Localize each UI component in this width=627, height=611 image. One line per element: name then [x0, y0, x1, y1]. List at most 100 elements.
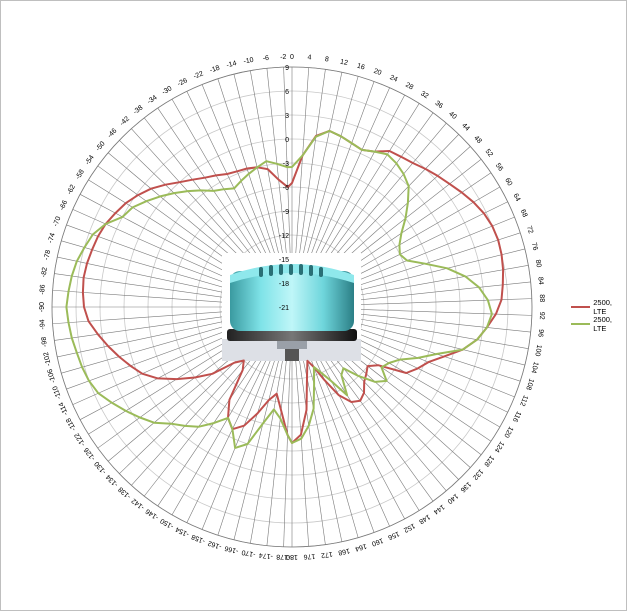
- angle-tick-label: -46: [106, 127, 118, 139]
- angle-tick-label: -158: [191, 533, 207, 545]
- angle-tick-label: 156: [387, 529, 401, 540]
- angle-tick-label: -26: [176, 77, 188, 88]
- angle-tick-label: 68: [519, 209, 528, 219]
- angle-tick-label: 16: [356, 63, 366, 72]
- angle-tick-label: 152: [402, 522, 416, 534]
- angle-tick-label: 96: [536, 329, 544, 338]
- angle-tick-label: -22: [192, 70, 204, 80]
- radial-tick-label: -3: [283, 161, 289, 168]
- angle-tick-label: -14: [226, 60, 238, 69]
- angle-tick-label: -10: [243, 57, 254, 66]
- angle-tick-label: -130: [94, 460, 108, 475]
- radial-tick-label: -18: [279, 281, 289, 288]
- legend-label: 2500, LTE: [593, 314, 613, 333]
- angle-tick-label: -162: [207, 539, 223, 550]
- angle-tick-label: 76: [530, 242, 539, 251]
- angle-tick-label: 120: [502, 425, 514, 439]
- radial-tick-label: 3: [285, 113, 289, 120]
- legend-label: 2500, LTE: [593, 297, 613, 316]
- angle-tick-label: -38: [132, 104, 144, 116]
- angle-tick-label: 0: [290, 54, 294, 61]
- angle-tick-label: -166: [224, 544, 239, 554]
- radial-tick-label: -15: [279, 257, 289, 264]
- angle-tick-label: 40: [447, 111, 458, 121]
- angle-tick-label: -74: [47, 232, 57, 244]
- series-line-green: [65, 129, 493, 449]
- legend-swatch-red: [571, 305, 591, 308]
- grid-outer-ring: [51, 66, 533, 548]
- angle-tick-label: -110: [52, 385, 63, 400]
- angle-tick-label: 24: [389, 74, 399, 84]
- angle-tick-label: -34: [146, 94, 158, 106]
- angle-tick-label: -154: [175, 525, 191, 537]
- angle-tick-label: 104: [529, 361, 539, 374]
- angle-tick-label: 164: [354, 542, 367, 552]
- angle-tick-label: 180: [286, 553, 298, 560]
- angle-tick-label: -50: [95, 140, 107, 152]
- angle-tick-label: -6: [262, 55, 269, 63]
- legend: 2500, LTE 2500, LTE: [571, 297, 626, 333]
- angle-tick-label: -178: [276, 553, 290, 560]
- legend-item: 2500, LTE: [571, 314, 626, 333]
- angle-tick-label: -118: [65, 417, 78, 432]
- angle-tick-label: 32: [419, 90, 429, 100]
- angle-tick-label: -122: [74, 431, 87, 447]
- angle-tick-label: 20: [373, 68, 383, 77]
- angle-tick-label: -30: [161, 85, 173, 96]
- angle-tick-label: -94: [39, 319, 47, 330]
- angle-tick-label: -174: [258, 551, 273, 559]
- radial-tick-label: -6: [283, 185, 289, 192]
- angle-tick-label: -82: [41, 267, 49, 278]
- angle-tick-label: -66: [59, 199, 70, 211]
- angle-tick-label: 168: [337, 547, 350, 556]
- angle-tick-label: 124: [493, 440, 505, 454]
- angle-tick-label: 144: [432, 503, 446, 516]
- angle-tick-label: -102: [43, 351, 53, 366]
- antenna-product-image: [222, 253, 361, 361]
- angle-tick-label: 52: [484, 148, 494, 159]
- angle-tick-label: 12: [339, 59, 348, 67]
- legend-swatch-green: [571, 322, 591, 325]
- angle-tick-label: 172: [320, 550, 333, 559]
- angle-tick-label: 60: [503, 177, 513, 187]
- angle-tick-label: -62: [66, 184, 77, 196]
- angle-tick-label: -98: [41, 336, 49, 347]
- angle-tick-label: 64: [512, 193, 522, 203]
- angle-tick-label: -2: [280, 54, 287, 61]
- angle-tick-label: 108: [524, 378, 534, 391]
- angle-tick-label: 176: [303, 552, 315, 560]
- angle-tick-label: 28: [404, 82, 414, 92]
- radial-tick-label: 9: [285, 65, 289, 72]
- angle-tick-label: -170: [241, 548, 256, 557]
- angle-tick-label: 112: [518, 394, 529, 407]
- angle-tick-label: 136: [459, 480, 472, 493]
- angle-tick-label: 56: [494, 162, 504, 172]
- angle-tick-label: -150: [159, 517, 175, 530]
- angle-tick-label: -70: [52, 216, 62, 228]
- angle-tick-label: -54: [84, 154, 96, 166]
- angle-tick-label: -86: [39, 284, 47, 295]
- angle-tick-label: 116: [511, 410, 522, 423]
- angle-tick-label: -134: [105, 473, 120, 488]
- angle-tick-label: -126: [83, 446, 97, 462]
- angle-tick-label: -138: [117, 485, 132, 500]
- angle-tick-label: -142: [131, 497, 146, 511]
- angle-tick-label: -58: [75, 168, 86, 180]
- angle-tick-label: 132: [471, 467, 484, 480]
- angle-tick-label: 44: [460, 122, 471, 133]
- angle-tick-label: -18: [209, 65, 221, 75]
- angle-tick-label: -78: [43, 249, 52, 260]
- series-layer: [65, 129, 505, 449]
- radial-tick-label: 0: [285, 137, 289, 144]
- angle-tick-label: -90: [39, 302, 46, 312]
- angle-tick-label: -106: [47, 368, 58, 383]
- angle-tick-label: 140: [446, 492, 460, 505]
- legend-item: 2500, LTE: [571, 297, 626, 316]
- angle-tick-label: 80: [534, 259, 542, 268]
- angle-tick-label: -114: [58, 401, 70, 416]
- angle-tick-label: 48: [472, 135, 482, 146]
- angle-tick-label: 4: [307, 54, 311, 61]
- angle-tick-label: 92: [538, 312, 545, 320]
- angle-tick-label: 88: [538, 294, 545, 302]
